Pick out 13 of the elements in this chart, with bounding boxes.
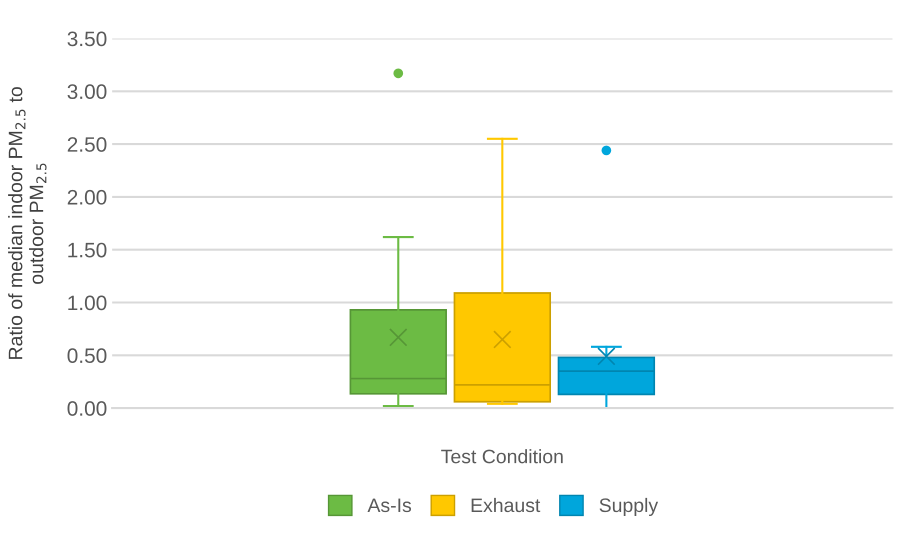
y-tick-label: 2.00 [68,190,106,205]
y-tick-label: 1.50 [68,242,106,258]
legend-label: As-Is [368,498,412,512]
y-tick-label: 0.00 [68,401,106,416]
x-axis-title: Test Condition [441,449,563,464]
y-tick-label: 0.50 [68,348,106,364]
y-tick-label: 2.50 [68,137,106,152]
y-tick-label: 3.00 [68,84,106,100]
legend-label: Supply [600,498,658,516]
y-tick-label: 1.00 [68,296,106,310]
legend-label: Exhaust [472,498,540,512]
text: Ratio of median indoor PM$_{2.5}$ to outdoor PM$_{2.5}$ [8,87,47,359]
y-tick-label: 3.50 [68,32,106,46]
